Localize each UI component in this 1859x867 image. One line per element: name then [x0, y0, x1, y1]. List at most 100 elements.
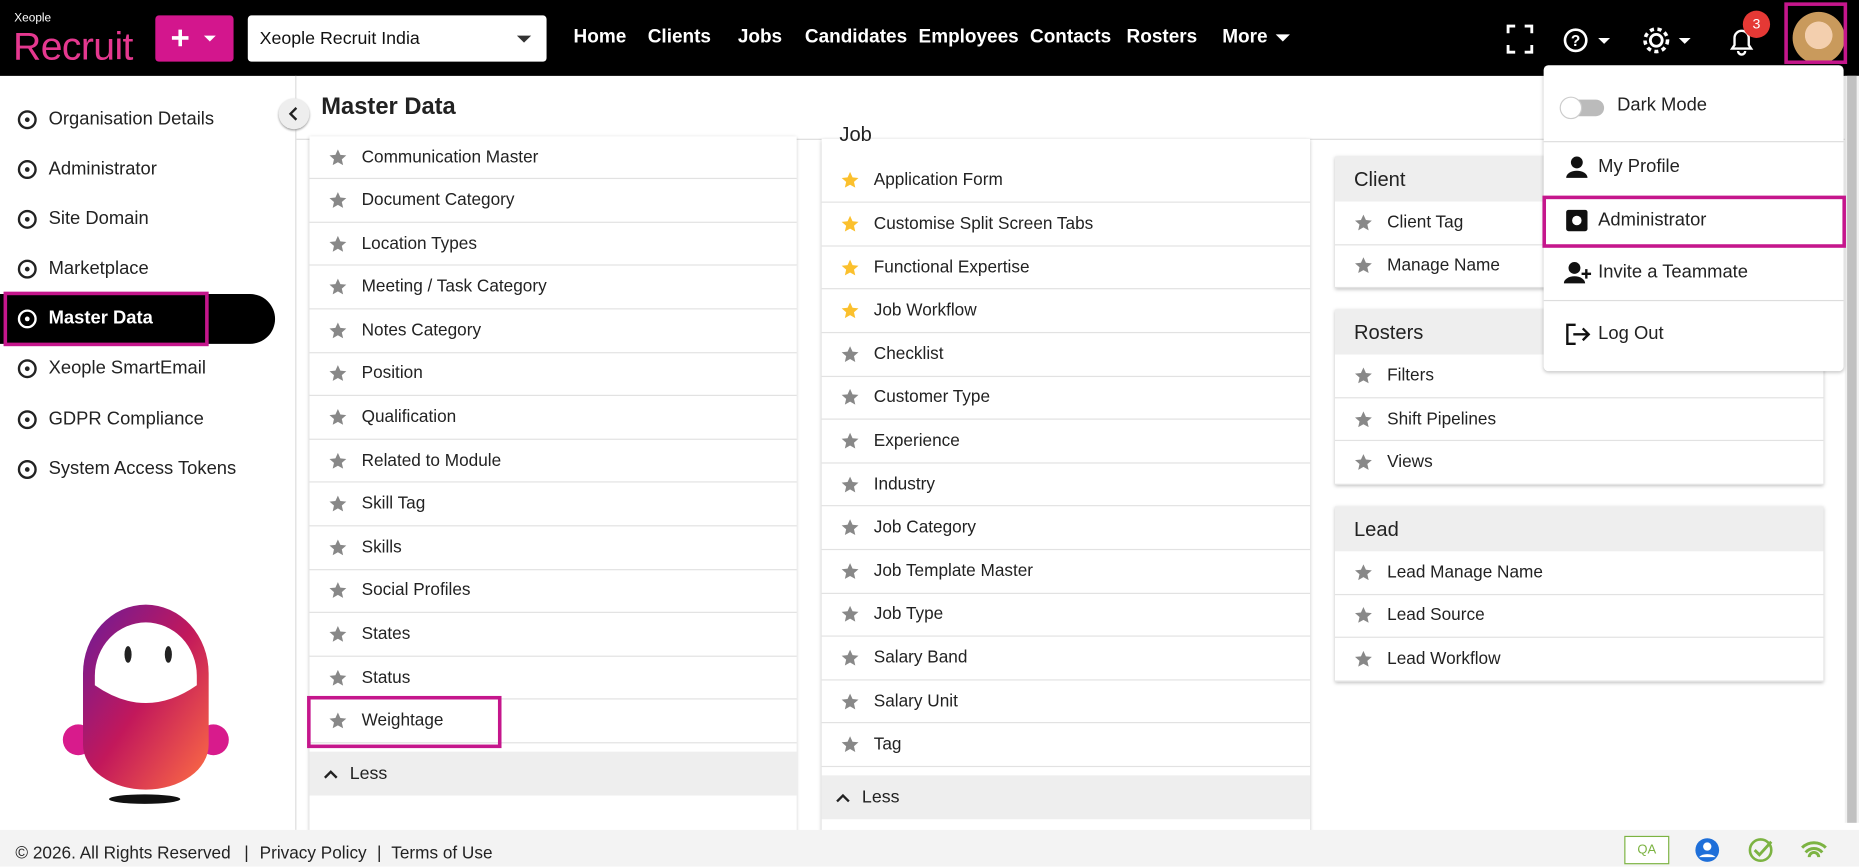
master-item[interactable]: Customise Split Screen Tabs — [821, 203, 1311, 247]
avatar[interactable] — [1792, 11, 1845, 65]
master-item[interactable]: Weightage — [309, 700, 797, 744]
item-label: Lead Workflow — [1387, 649, 1501, 669]
footer-link[interactable]: Terms of Use — [391, 844, 493, 864]
item-label: Position — [361, 364, 423, 384]
master-item[interactable]: Lead Workflow — [1334, 638, 1824, 682]
master-item[interactable]: Salary Band — [821, 637, 1311, 681]
icon — [1355, 607, 1372, 624]
menu-item[interactable]: My Profile — [1598, 156, 1680, 177]
header-icons: ? — [1506, 24, 1754, 56]
master-item[interactable]: Job Type — [821, 594, 1311, 637]
item-label: Skills — [361, 538, 402, 558]
toggle[interactable]: Less — [821, 775, 1311, 820]
icon — [329, 626, 347, 642]
master-item[interactable]: Position — [309, 353, 797, 397]
menu-icon — [1564, 154, 1614, 188]
nav-link[interactable]: Jobs — [737, 27, 783, 48]
nav-link[interactable]: More — [1222, 27, 1268, 48]
master-item[interactable]: Lead Manage Name — [1334, 551, 1824, 595]
nav-link[interactable]: Candidates — [804, 27, 908, 48]
side-icon — [17, 258, 38, 285]
master-item[interactable]: Functional Expertise — [821, 246, 1311, 290]
master-item[interactable]: Meeting / Task Category — [309, 266, 797, 310]
icon — [17, 160, 37, 180]
master-item[interactable]: Tag — [821, 724, 1311, 768]
product: Recruit — [13, 23, 133, 68]
item-label: Views — [1387, 453, 1433, 473]
icon — [1355, 367, 1372, 384]
master-item[interactable]: Filters — [1334, 355, 1824, 399]
master-item[interactable]: Notes Category — [309, 310, 797, 353]
icon — [1566, 209, 1588, 232]
sidebar-item[interactable]: GDPR Compliance — [48, 409, 204, 430]
nav-link[interactable]: Clients — [647, 27, 711, 48]
sidebar-item[interactable]: Xeople SmartEmail — [48, 358, 206, 379]
master-item[interactable]: Status — [309, 657, 797, 701]
nav-link[interactable]: Home — [573, 27, 627, 48]
sidebar-item[interactable]: Site Domain — [48, 208, 149, 229]
icon — [841, 476, 859, 493]
nav-link[interactable]: Rosters — [1126, 27, 1198, 48]
icon — [329, 235, 347, 252]
menu-item[interactable]: Dark Mode — [1617, 94, 1708, 116]
toggle-label: Less — [349, 763, 388, 785]
master-item[interactable]: Communication Master — [309, 136, 797, 180]
item-label: Industry — [873, 475, 935, 495]
item-label: States — [361, 624, 411, 644]
org-name: Xeople Recruit India — [259, 28, 420, 49]
master-item[interactable]: Checklist — [821, 333, 1311, 377]
master-item[interactable]: Customer Type — [821, 377, 1311, 421]
section-heading: Lead — [1334, 506, 1824, 552]
sidebar-item[interactable]: Administrator — [48, 158, 157, 180]
menu-item[interactable]: Invite a Teammate — [1598, 262, 1749, 283]
toggle[interactable]: Less — [309, 752, 797, 796]
item-label: Customer Type — [873, 388, 991, 408]
item-label: Location Types — [361, 234, 477, 254]
master-item[interactable]: Social Profiles — [309, 570, 797, 614]
master-item[interactable]: Experience — [821, 420, 1311, 464]
master-item[interactable]: Job Category — [821, 507, 1311, 551]
icon — [17, 410, 37, 430]
sidebar-item[interactable]: Master Data — [48, 308, 153, 329]
highlight-box — [307, 695, 502, 748]
master-item[interactable]: Document Category — [309, 179, 797, 223]
add-button[interactable] — [155, 15, 234, 62]
master-item[interactable]: Lead Source — [1334, 595, 1824, 639]
side-icon — [17, 358, 38, 385]
nav-link[interactable]: Contacts — [1030, 27, 1112, 48]
status-icons — [1695, 838, 1827, 863]
footer-link[interactable]: Privacy Policy — [259, 844, 367, 864]
menu-item[interactable]: Administrator — [1598, 209, 1707, 231]
master-item[interactable]: Salary Unit — [821, 680, 1311, 724]
menu-icon — [1559, 92, 1609, 126]
item-label: Notes Category — [361, 321, 482, 341]
icon — [17, 110, 37, 130]
master-item[interactable]: Skills — [309, 527, 797, 570]
card: Communication Master Document Category Loc… — [309, 136, 797, 833]
collapse-button[interactable] — [278, 98, 310, 130]
sidebar-item[interactable]: System Access Tokens — [48, 458, 237, 479]
icon — [17, 460, 37, 479]
master-item[interactable]: Related to Module — [309, 440, 797, 484]
master-item[interactable]: Skill Tag — [309, 483, 797, 527]
master-item[interactable]: Job Workflow — [821, 290, 1311, 334]
sidebar-item[interactable]: Organisation Details — [48, 109, 215, 130]
icon — [17, 309, 37, 329]
master-item[interactable]: Views — [1334, 441, 1824, 485]
master-item[interactable]: Industry — [821, 463, 1311, 507]
master-item[interactable]: Qualification — [309, 396, 797, 440]
master-item[interactable]: Shift Pipelines — [1334, 398, 1824, 442]
sidebar-item[interactable]: Marketplace — [48, 258, 149, 279]
icon — [17, 259, 37, 279]
master-item[interactable]: Job Template Master — [821, 550, 1311, 594]
nav-link[interactable]: Employees — [918, 27, 1019, 48]
master-item[interactable]: Location Types — [309, 223, 797, 267]
master-item[interactable]: States — [309, 613, 797, 657]
master-item[interactable]: Application Form — [821, 160, 1311, 204]
icon — [1355, 214, 1372, 231]
org-select[interactable]: Xeople Recruit India — [247, 15, 547, 62]
menu-item[interactable]: Log Out — [1598, 323, 1664, 344]
item-label: Skill Tag — [361, 494, 426, 514]
item-label: Qualification — [361, 407, 457, 427]
icon — [841, 432, 859, 449]
